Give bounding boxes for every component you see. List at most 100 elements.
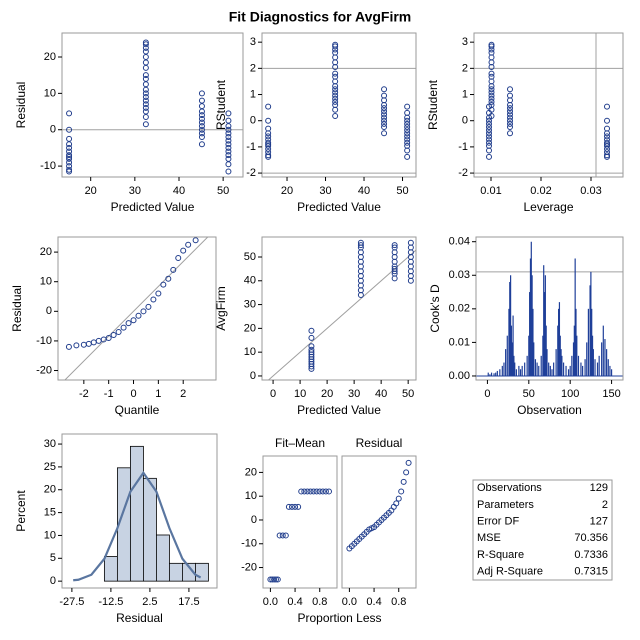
data-point	[155, 290, 162, 297]
y-tick-label: 2	[462, 62, 468, 74]
data-point	[265, 103, 272, 110]
y-tick-label: 0	[251, 514, 257, 526]
y-axis-label: RStudent	[426, 79, 440, 130]
stat-label: Observations	[477, 482, 542, 494]
data-point	[304, 488, 311, 495]
data-point	[407, 268, 414, 275]
data-point	[225, 148, 232, 155]
data-point	[66, 141, 73, 148]
data-point	[279, 532, 286, 539]
data-point	[357, 258, 364, 265]
data-point	[145, 303, 152, 310]
data-point	[265, 133, 272, 140]
data-point	[160, 281, 167, 288]
data-point	[604, 133, 610, 140]
data-point	[142, 75, 149, 82]
y-tick-label: 10	[44, 529, 56, 541]
data-point	[357, 287, 364, 294]
y-tick-label: 5	[50, 552, 56, 564]
x-tick-label: 0.8	[391, 596, 406, 608]
plot-frame	[57, 236, 217, 381]
x-tick-label: 40	[173, 185, 185, 197]
data-point	[357, 273, 364, 280]
data-point	[507, 108, 513, 115]
data-point	[140, 308, 147, 315]
data-point	[225, 123, 232, 130]
data-point	[604, 103, 610, 110]
data-point	[225, 134, 232, 140]
data-point	[142, 72, 149, 79]
stat-value: 0.7315	[574, 566, 608, 578]
x-tick-label: 1	[155, 388, 161, 400]
x-axis-label: Predicted Value	[297, 403, 381, 417]
data-point	[486, 153, 492, 160]
data-point	[142, 104, 149, 111]
data-point	[507, 105, 513, 112]
x-axis-label: Predicted Value	[297, 200, 381, 214]
y-tick-label: 20	[44, 51, 56, 63]
data-point	[308, 343, 315, 350]
data-point	[225, 126, 232, 133]
data-point	[486, 147, 492, 154]
data-point	[405, 459, 412, 466]
data-point	[225, 155, 232, 162]
data-point	[150, 296, 157, 303]
data-point	[357, 282, 364, 289]
data-point	[488, 89, 495, 96]
data-point	[301, 488, 308, 495]
x-tick-label: -2	[79, 388, 89, 400]
data-point	[488, 64, 495, 71]
data-point	[185, 241, 192, 248]
data-point	[332, 43, 339, 50]
data-point	[357, 292, 364, 299]
data-point	[381, 105, 388, 112]
data-point	[142, 90, 149, 97]
data-point	[288, 503, 295, 510]
data-point	[322, 488, 329, 495]
data-point	[332, 106, 339, 113]
data-point	[507, 117, 513, 124]
x-axis-label: Proportion Less	[297, 611, 381, 625]
x-tick-label: 17.5	[178, 596, 199, 608]
y-tick-label: 20	[244, 322, 256, 334]
x-tick-label: 50	[396, 185, 408, 197]
data-point	[308, 363, 315, 370]
x-axis-label: Observation	[517, 403, 582, 417]
x-tick-label: 100	[561, 388, 579, 400]
plot-frame	[61, 32, 244, 178]
data-point	[271, 576, 278, 583]
data-point	[486, 127, 492, 134]
data-point	[142, 54, 149, 60]
data-point	[486, 130, 492, 137]
data-point	[404, 133, 411, 140]
x-tick-label: 50	[402, 388, 414, 400]
data-point	[486, 136, 492, 143]
data-point	[295, 503, 302, 510]
data-point	[225, 168, 232, 175]
data-point	[391, 242, 398, 249]
y-axis-label: Percent	[14, 490, 28, 532]
data-point	[381, 102, 388, 108]
histogram-bar	[169, 562, 183, 582]
data-point	[604, 142, 610, 149]
data-point	[390, 503, 397, 510]
stat-value: 127	[590, 516, 608, 528]
stat-value: 70.356	[574, 532, 608, 544]
histogram-bar	[195, 562, 209, 582]
y-tick-label: -2	[246, 167, 256, 179]
data-point	[80, 341, 87, 348]
data-point	[404, 117, 411, 124]
stat-value: 129	[590, 482, 608, 494]
data-point	[66, 168, 73, 175]
data-point	[404, 153, 411, 160]
y-tick-label: 0.04	[449, 236, 470, 248]
data-point	[142, 64, 149, 71]
normal-curve	[73, 470, 202, 582]
data-point	[488, 46, 495, 53]
x-tick-label: 0.02	[530, 185, 551, 197]
plot-frame	[261, 32, 417, 178]
data-point	[332, 92, 339, 99]
x-tick-label: 0.01	[480, 185, 501, 197]
